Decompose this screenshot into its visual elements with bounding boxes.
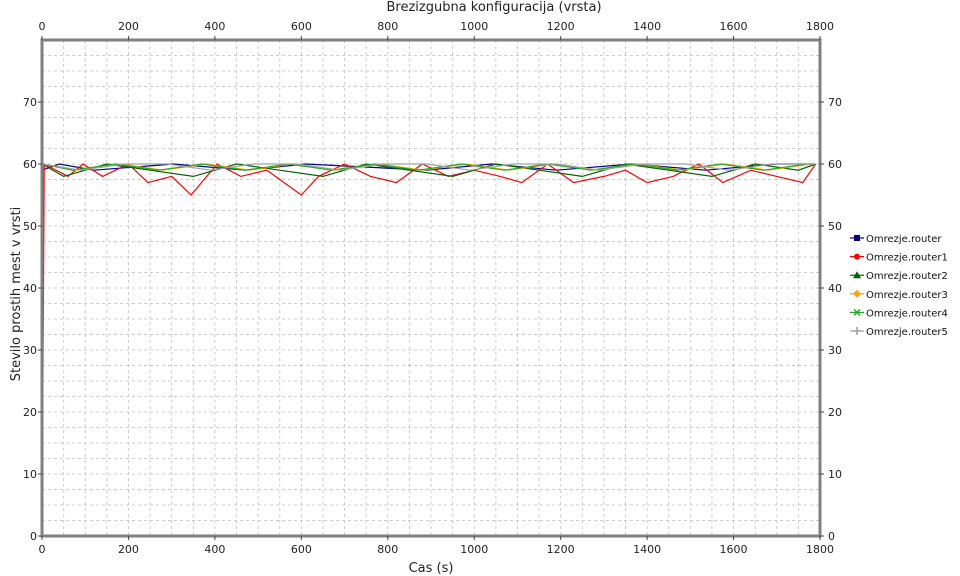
legend-item-3[interactable]: Omrezje.router3 bbox=[850, 289, 948, 301]
chart-title: Brezizgubna konfiguracija (vrsta) bbox=[386, 0, 601, 15]
legend-marker-plus bbox=[853, 327, 861, 335]
series-line-3 bbox=[41, 163, 812, 171]
y-tick-label-right: 70 bbox=[828, 96, 842, 109]
legend-item-4[interactable]: Omrezje.router4 bbox=[850, 308, 948, 319]
legend-item-5[interactable]: Omrezje.router5 bbox=[850, 327, 948, 338]
x-tick-label: 1400 bbox=[633, 543, 661, 556]
y-tick-label-right: 50 bbox=[828, 220, 842, 233]
y-tick-label: 10 bbox=[23, 468, 37, 481]
legend-marker-triangle bbox=[853, 271, 861, 279]
x-tick-label-top: 1000 bbox=[460, 20, 488, 33]
legend-label: Omrezje.router1 bbox=[866, 253, 948, 264]
x-tick-label-top: 1400 bbox=[633, 20, 661, 33]
x-tick-label-top: 200 bbox=[118, 20, 139, 33]
legend-marker-square bbox=[854, 235, 860, 241]
legend-item-2[interactable]: Omrezje.router2 bbox=[850, 271, 948, 282]
legend-marker-circle bbox=[854, 253, 860, 260]
x-tick-label: 1200 bbox=[547, 543, 575, 556]
y-tick-label: 40 bbox=[23, 282, 37, 295]
x-tick-label: 1800 bbox=[806, 543, 834, 556]
legend-item-0[interactable]: Omrezje.router bbox=[850, 234, 942, 245]
series-line-5 bbox=[41, 163, 816, 171]
x-tick-label-top: 1800 bbox=[806, 20, 834, 33]
legend-label: Omrezje.router5 bbox=[866, 327, 948, 338]
x-tick-label: 600 bbox=[291, 543, 312, 556]
x-tick-label: 1600 bbox=[720, 543, 748, 556]
y-tick-label-right: 20 bbox=[828, 406, 842, 419]
legend-label: Omrezje.router4 bbox=[866, 308, 948, 319]
y-tick-label-right: 10 bbox=[828, 468, 842, 481]
grid bbox=[41, 39, 821, 537]
y-tick-label: 70 bbox=[23, 96, 37, 109]
series-line-4 bbox=[41, 163, 808, 171]
x-tick-label: 200 bbox=[118, 543, 139, 556]
x-tick-label: 400 bbox=[204, 543, 225, 556]
y-tick-label-right: 40 bbox=[828, 282, 842, 295]
series-line-2 bbox=[41, 163, 816, 178]
legend-label: Omrezje.router bbox=[866, 234, 942, 245]
y-tick-label: 0 bbox=[30, 530, 37, 543]
y-tick-label: 20 bbox=[23, 406, 37, 419]
x-tick-label-top: 0 bbox=[39, 20, 46, 33]
axes: 0020020040040060060080080010001000120012… bbox=[23, 20, 842, 556]
y-tick-label: 60 bbox=[23, 158, 37, 171]
legend-marker-diamond bbox=[853, 289, 861, 298]
y-tick-label: 30 bbox=[23, 344, 37, 357]
series-layer bbox=[41, 163, 817, 537]
legend-label: Omrezje.router2 bbox=[866, 271, 948, 282]
y-tick-label-right: 60 bbox=[828, 158, 842, 171]
x-tick-label-top: 400 bbox=[204, 20, 225, 33]
y-axis-label: Stevilo prostih mest v vrsti bbox=[9, 207, 24, 381]
legend-label: Omrezje.router3 bbox=[866, 290, 948, 301]
legend-item-1[interactable]: Omrezje.router1 bbox=[850, 253, 948, 264]
y-tick-label-right: 30 bbox=[828, 344, 842, 357]
x-tick-label-top: 1600 bbox=[720, 20, 748, 33]
legend[interactable]: Omrezje.router Omrezje.router1 Omrezje.rou… bbox=[850, 234, 948, 338]
x-tick-label: 0 bbox=[39, 543, 46, 556]
x-axis-label: Cas (s) bbox=[409, 561, 454, 576]
x-tick-label-top: 1200 bbox=[547, 20, 575, 33]
legend-marker-x bbox=[853, 308, 861, 316]
x-tick-label-top: 800 bbox=[377, 20, 398, 33]
y-tick-label: 50 bbox=[23, 220, 37, 233]
x-tick-label: 800 bbox=[377, 543, 398, 556]
x-tick-label-top: 600 bbox=[291, 20, 312, 33]
x-tick-label: 1000 bbox=[460, 543, 488, 556]
y-tick-label-right: 0 bbox=[828, 530, 835, 543]
